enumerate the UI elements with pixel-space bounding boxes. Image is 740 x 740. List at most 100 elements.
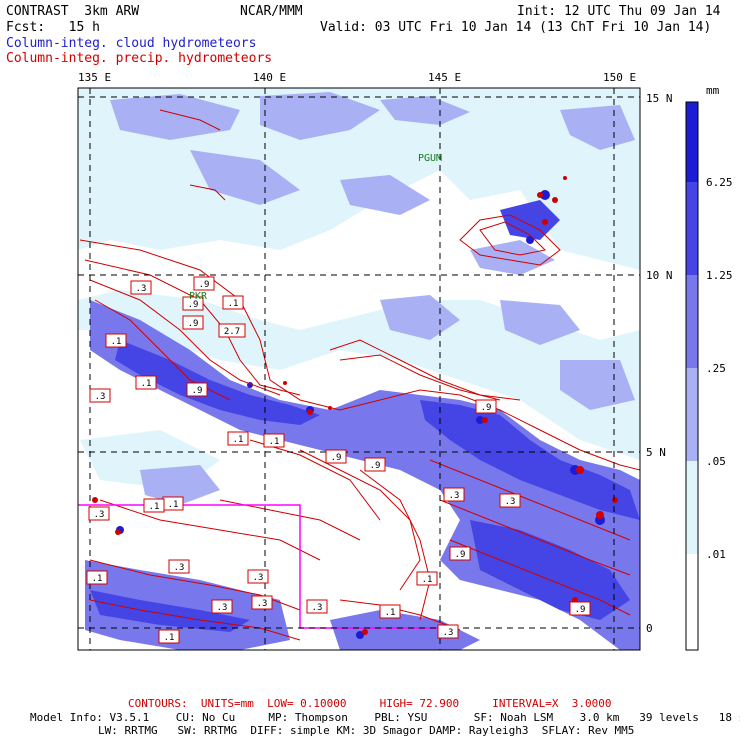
contour-label-text: .9 <box>199 280 210 290</box>
contour-label: .3 <box>306 599 328 614</box>
model-info-line1: Model Info: V3.5.1 CU: No Cu MP: Thompso… <box>30 711 740 724</box>
valid-time: Valid: 03 UTC Fri 10 Jan 14 (13 ChT Fri … <box>320 20 712 35</box>
colorbar-unit: mm <box>706 84 720 97</box>
contour-label: .9 <box>182 296 204 311</box>
contour-label: .1 <box>135 375 157 390</box>
contour-label-text: .1 <box>269 437 280 447</box>
colorbar-bin-6 <box>686 102 698 182</box>
contour-label-text: .9 <box>188 319 199 329</box>
contour-label-text: .1 <box>141 379 152 389</box>
lon-label-140: 140 E <box>253 71 287 84</box>
contour-label: .1 <box>222 295 244 310</box>
contour-label-text: .3 <box>217 603 228 613</box>
contour-label: .1 <box>105 333 127 348</box>
contour-label: .9 <box>325 449 347 464</box>
contour-label-text: .1 <box>228 299 239 309</box>
model-title: CONTRAST 3km ARW <box>6 4 140 19</box>
contour-label: .3 <box>247 569 269 584</box>
contour-label: .9 <box>569 601 591 616</box>
colorbar-bin-1 <box>686 554 698 650</box>
contour-label: .3 <box>130 280 152 295</box>
lon-label-135: 135 E <box>78 71 112 84</box>
contour-label: .9 <box>193 276 215 291</box>
contour-label-text: .1 <box>168 500 179 510</box>
contour-label: .3 <box>211 599 233 614</box>
colorbar-label-.25: .25 <box>706 362 726 375</box>
contour-label-text: .9 <box>331 453 342 463</box>
contour-label: .1 <box>162 496 184 511</box>
contour-label: .9 <box>186 382 208 397</box>
contour-label-text: 2.7 <box>224 327 240 337</box>
contour-label-text: .3 <box>257 599 268 609</box>
contour-label-text: .9 <box>455 550 466 560</box>
contour-label: .3 <box>89 388 111 403</box>
contour-label: .9 <box>182 315 204 330</box>
contour-info: CONTOURS: UNITS=mm LOW= 0.10000 HIGH= 72… <box>128 697 612 710</box>
contour-label-text: .9 <box>575 605 586 615</box>
contour-label: .9 <box>475 399 497 414</box>
place-label-pkr: PKR <box>189 291 208 302</box>
contour-labels: .3.9.1.9.92.7.1.1.3.9.9.9.1.9.3.1.3.9.3.… <box>86 276 591 644</box>
precip-cores <box>92 176 618 635</box>
contour-label-text: .3 <box>505 497 516 507</box>
contour-label: .3 <box>251 595 273 610</box>
lon-label-150: 150 E <box>603 71 637 84</box>
contour-label-text: .3 <box>312 603 323 613</box>
latlon-grid <box>78 88 640 650</box>
contour-label-text: .1 <box>422 575 433 585</box>
center-title: NCAR/MMM <box>240 4 303 19</box>
contour-label-text: .1 <box>233 435 244 445</box>
colorbar-label-.05: .05 <box>706 455 726 468</box>
plot-border <box>77 87 641 651</box>
lat-label-15n: 15 N <box>646 92 673 105</box>
forecast-hour: Fcst: 15 h <box>6 20 100 35</box>
colorbar-border <box>685 101 699 651</box>
contour-label: .9 <box>449 546 471 561</box>
contour-label-text: .9 <box>370 461 381 471</box>
contour-label-text: .1 <box>149 502 160 512</box>
colorbar-label-.01: .01 <box>706 548 726 561</box>
contour-label-text: .3 <box>174 563 185 573</box>
contour-label-text: .3 <box>449 491 460 501</box>
contour-label-text: .9 <box>481 403 492 413</box>
model-info-line2: LW: RRTMG SW: RRTMG DIFF: simple KM: 3D … <box>98 724 635 737</box>
colorbar-bin-3 <box>686 368 698 461</box>
contour-label: .1 <box>379 604 401 619</box>
place-label-pgum: PGUM <box>418 153 442 164</box>
contour-label-text: .1 <box>92 574 103 584</box>
precip-field-label: Column-integ. precip. hydrometeors <box>6 51 273 66</box>
contour-label: .1 <box>158 629 180 644</box>
contour-label: .1 <box>227 431 249 446</box>
contour-label-text: .3 <box>94 510 105 520</box>
contour-label-text: .3 <box>136 284 147 294</box>
lon-label-145: 145 E <box>428 71 462 84</box>
contour-label: .3 <box>443 487 465 502</box>
contour-label: .3 <box>499 493 521 508</box>
contour-label: .1 <box>143 498 165 513</box>
contour-label-text: .1 <box>385 608 396 618</box>
colorbar-label-6.25: 6.25 <box>706 176 733 189</box>
cloud-field-label: Column-integ. cloud hydrometeors <box>6 36 257 51</box>
contour-label: .3 <box>168 559 190 574</box>
cloud-fill-light <box>110 92 635 505</box>
lat-label-10n: 10 N <box>646 269 673 282</box>
init-time: Init: 12 UTC Thu 09 Jan 14 <box>517 4 721 19</box>
contour-label: .1 <box>263 433 285 448</box>
contour-label-text: .3 <box>95 392 106 402</box>
colorbar-bin-4 <box>686 275 698 368</box>
contour-label: 2.7 <box>218 323 246 338</box>
colorbar-bin-2 <box>686 461 698 554</box>
colorbar-bin-5 <box>686 182 698 275</box>
contour-label: .9 <box>364 457 386 472</box>
contour-label: .1 <box>416 571 438 586</box>
contour-label: .3 <box>88 506 110 521</box>
contour-label-text: .3 <box>253 573 264 583</box>
lat-label-5n: 5 N <box>646 446 666 459</box>
colorbar <box>685 101 699 651</box>
contour-label-text: .9 <box>188 300 199 310</box>
contour-label-text: .1 <box>164 633 175 643</box>
lat-label-0: 0 <box>646 622 653 635</box>
contour-label-text: .3 <box>443 628 454 638</box>
contour-label-text: .9 <box>192 386 203 396</box>
